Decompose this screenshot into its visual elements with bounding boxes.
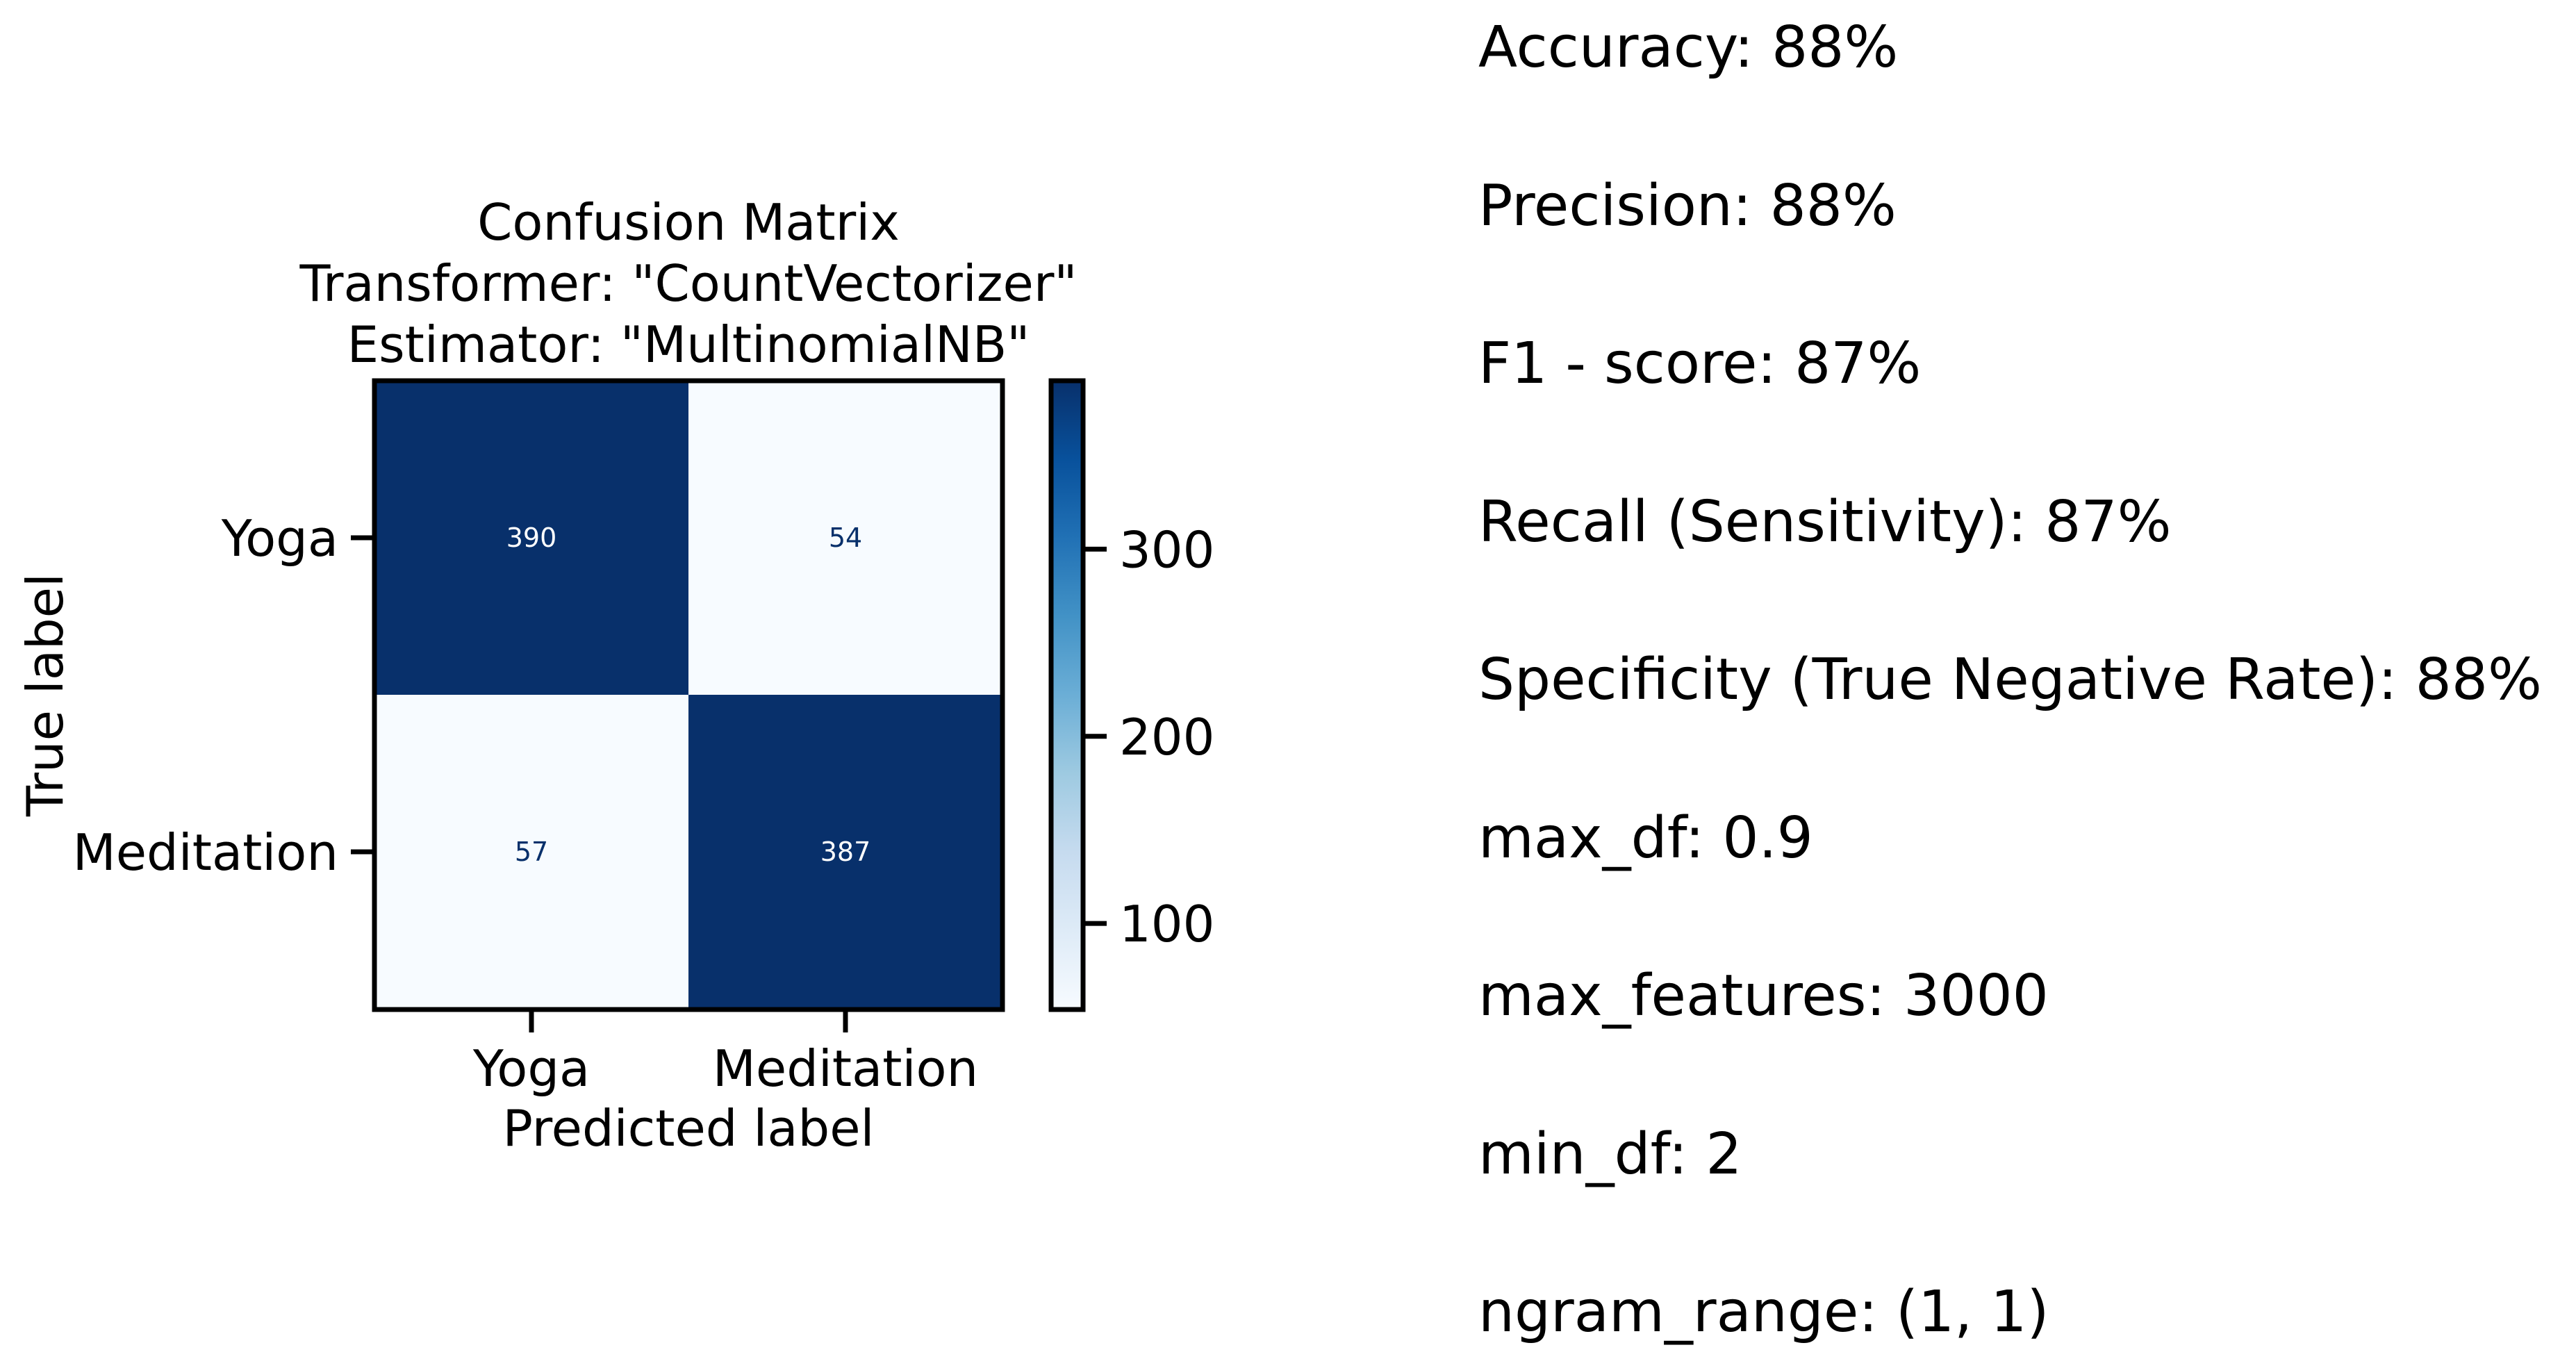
x-tick-label: Yoga [472,1039,590,1098]
matrix-cell [374,695,688,1009]
matrix-cell-value: 390 [506,522,557,553]
y-axis-ticks: Yoga Meditation [73,509,374,882]
colorbar-tick-label: 200 [1119,708,1214,766]
metric-line: ngram_range: (1, 1) [1478,1279,2049,1345]
metric-line: Specificity (True Negative Rate): 88% [1478,647,2542,713]
chart-title-line-3: Estimator: "MultinomialNB" [347,315,1030,374]
y-tick-label: Meditation [73,823,338,882]
x-tick-label: Meditation [713,1039,978,1098]
chart-title-line-1: Confusion Matrix [477,193,900,252]
x-axis-ticks: Yoga Meditation [472,1009,978,1098]
chart-title-line-2: Transformer: "CountVectorizer" [299,254,1077,313]
matrix-cell-value: 387 [820,837,871,867]
metric-line: Precision: 88% [1478,172,1897,239]
metric-line: max_df: 0.9 [1478,805,1813,871]
matrix-frame [372,378,1005,1012]
matrix-cell-value: 57 [515,837,548,867]
colorbar-tick-label: 300 [1119,520,1214,579]
metric-line: Accuracy: 88% [1478,15,1899,81]
matrix-cell [688,381,1002,695]
metric-line: min_df: 2 [1478,1121,1742,1187]
matrix-cell-labels: 390 54 57 387 [506,522,871,867]
x-axis-label: Predicted label [502,1099,874,1158]
matrix-cells [374,381,1002,1009]
matrix-cell [374,381,688,695]
colorbar-ticks: 100 200 300 [1083,520,1214,953]
metric-line: F1 - score: 87% [1478,331,1922,397]
y-tick-label: Yoga [221,509,338,568]
metric-line: max_features: 3000 [1478,963,2049,1029]
colorbar [1048,378,1086,1012]
matrix-cell [688,695,1002,1009]
metric-line: Recall (Sensitivity): 87% [1478,488,2172,555]
matrix-cell-value: 54 [829,522,862,553]
y-axis-label: True label [16,573,74,817]
colorbar-tick-label: 100 [1119,895,1214,953]
